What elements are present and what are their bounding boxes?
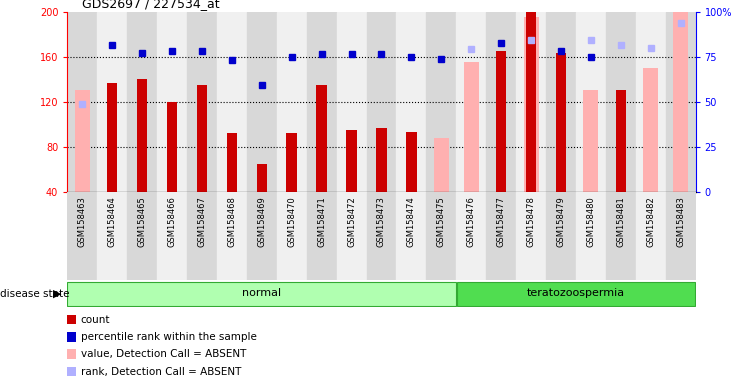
Bar — [127, 12, 157, 192]
Text: GSM158463: GSM158463 — [78, 197, 87, 247]
Text: GSM158479: GSM158479 — [557, 197, 565, 247]
Bar — [524, 17, 539, 192]
Bar — [75, 91, 90, 192]
Text: GSM158467: GSM158467 — [197, 197, 206, 247]
Text: rank, Detection Call = ABSENT: rank, Detection Call = ABSENT — [81, 367, 241, 377]
Text: GSM158478: GSM158478 — [527, 197, 536, 247]
Bar — [217, 192, 247, 280]
Bar — [346, 130, 357, 192]
Text: GSM158476: GSM158476 — [467, 197, 476, 247]
Text: GSM158482: GSM158482 — [646, 197, 655, 247]
Bar — [556, 53, 566, 192]
Bar — [486, 192, 516, 280]
Bar — [107, 83, 117, 192]
Bar — [167, 102, 177, 192]
Bar — [606, 192, 636, 280]
Text: GSM158472: GSM158472 — [347, 197, 356, 247]
Text: GSM158465: GSM158465 — [138, 197, 147, 247]
Bar — [486, 12, 516, 192]
Bar — [197, 85, 207, 192]
Bar — [616, 91, 626, 192]
Bar — [257, 164, 267, 192]
Bar — [137, 79, 147, 192]
Bar — [516, 192, 546, 280]
Text: GSM158480: GSM158480 — [586, 197, 595, 247]
Bar — [396, 192, 426, 280]
Bar — [227, 133, 237, 192]
Bar — [636, 192, 666, 280]
Bar — [496, 51, 506, 192]
Text: GSM158483: GSM158483 — [676, 197, 685, 247]
Bar — [583, 91, 598, 192]
Text: GSM158477: GSM158477 — [497, 197, 506, 247]
Bar — [426, 12, 456, 192]
Bar — [337, 192, 367, 280]
Bar — [157, 12, 187, 192]
Text: GSM158468: GSM158468 — [227, 197, 236, 247]
Bar — [127, 192, 157, 280]
Text: GSM158471: GSM158471 — [317, 197, 326, 247]
Bar — [97, 12, 127, 192]
Bar — [157, 192, 187, 280]
Bar — [277, 192, 307, 280]
Bar — [316, 85, 327, 192]
Text: GSM158474: GSM158474 — [407, 197, 416, 247]
Bar — [367, 192, 396, 280]
Bar — [217, 12, 247, 192]
Bar — [643, 68, 658, 192]
Bar — [247, 192, 277, 280]
Bar — [396, 12, 426, 192]
Bar — [546, 192, 576, 280]
Bar — [247, 12, 277, 192]
Bar — [307, 192, 337, 280]
Text: GSM158475: GSM158475 — [437, 197, 446, 247]
Bar — [456, 192, 486, 280]
Bar — [576, 192, 606, 280]
Bar — [97, 192, 127, 280]
Bar — [666, 12, 696, 192]
Bar — [526, 12, 536, 192]
Text: count: count — [81, 315, 110, 325]
Text: percentile rank within the sample: percentile rank within the sample — [81, 332, 257, 342]
Bar — [307, 12, 337, 192]
Bar — [434, 138, 449, 192]
Bar — [367, 12, 396, 192]
Text: GSM158481: GSM158481 — [616, 197, 625, 247]
Bar — [277, 12, 307, 192]
Bar — [67, 282, 456, 306]
Bar — [576, 12, 606, 192]
Text: value, Detection Call = ABSENT: value, Detection Call = ABSENT — [81, 349, 246, 359]
Bar — [666, 192, 696, 280]
Bar — [546, 12, 576, 192]
Bar — [464, 62, 479, 192]
Bar — [187, 192, 217, 280]
Bar — [286, 133, 297, 192]
Bar — [426, 192, 456, 280]
Bar — [457, 282, 695, 306]
Text: ▶: ▶ — [53, 289, 61, 299]
Text: teratozoospermia: teratozoospermia — [527, 288, 625, 298]
Text: GSM158466: GSM158466 — [168, 197, 177, 247]
Text: GDS2697 / 227534_at: GDS2697 / 227534_at — [82, 0, 220, 10]
Bar — [67, 12, 97, 192]
Bar — [516, 12, 546, 192]
Text: disease state: disease state — [0, 289, 73, 299]
Bar — [673, 12, 688, 192]
Bar — [406, 132, 417, 192]
Bar — [67, 192, 97, 280]
Bar — [636, 12, 666, 192]
Bar — [376, 128, 387, 192]
Text: GSM158469: GSM158469 — [257, 197, 266, 247]
Text: GSM158473: GSM158473 — [377, 197, 386, 247]
Text: GSM158464: GSM158464 — [108, 197, 117, 247]
Text: normal: normal — [242, 288, 281, 298]
Bar — [337, 12, 367, 192]
Bar — [606, 12, 636, 192]
Bar — [456, 12, 486, 192]
Bar — [187, 12, 217, 192]
Text: GSM158470: GSM158470 — [287, 197, 296, 247]
